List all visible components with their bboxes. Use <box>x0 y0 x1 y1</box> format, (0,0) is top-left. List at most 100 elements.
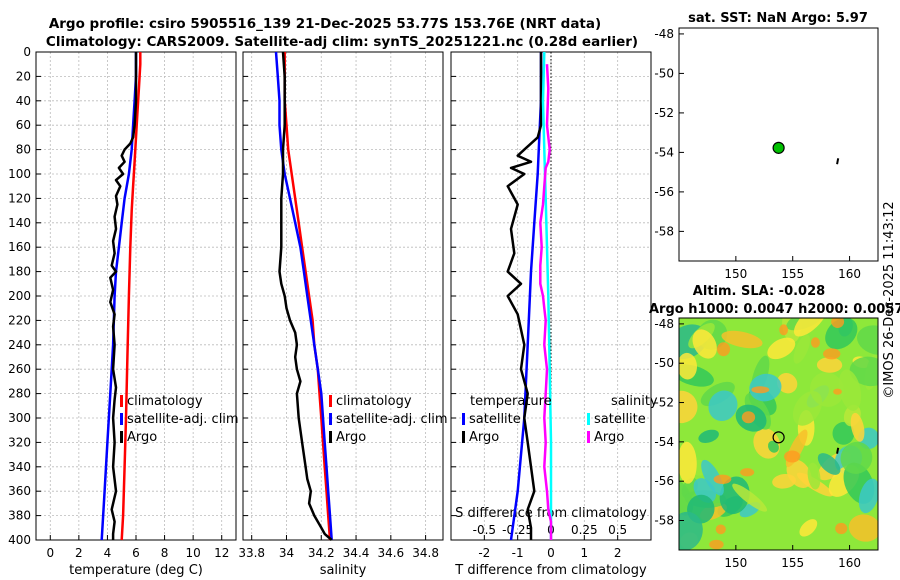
x-tick-label: 155 <box>781 556 804 570</box>
sla-blob <box>692 329 717 359</box>
sla-blob <box>732 483 768 512</box>
series-climatology <box>283 52 332 541</box>
x-tick-label: 34.2 <box>308 546 335 560</box>
sla-blob <box>849 356 878 387</box>
x-tick-label: 160 <box>838 556 861 570</box>
legend-item-label: Argo <box>127 430 157 445</box>
x-tick-label: 12 <box>214 546 229 560</box>
track-segment <box>836 158 840 165</box>
sla-blob <box>768 440 779 453</box>
x-tick-label: 160 <box>838 267 861 281</box>
y-tick-label: 80 <box>16 143 31 157</box>
axes-frame <box>678 27 879 262</box>
y-tick-label: 160 <box>8 240 31 254</box>
sla-map-panel: 150 155 160 -48 -50 -52 -54 -56 -58 Altim. SLA: -… <box>649 284 900 570</box>
sla-blob <box>817 453 841 475</box>
legend-item-label: Argo <box>594 430 624 445</box>
sla-blob <box>679 441 697 484</box>
sst-map-title: sat. SST: NaN Argo: 5.97 <box>688 11 868 26</box>
x-tick-label: 150 <box>724 267 747 281</box>
sla-blob <box>799 519 818 537</box>
y-tick-label: 40 <box>16 94 31 108</box>
y-tick-label: 300 <box>8 411 31 425</box>
y-tick-label: -50 <box>654 66 674 80</box>
series-satellite-adj-clim <box>274 51 333 541</box>
x-tick-label: 155 <box>781 267 804 281</box>
sla-blob <box>679 352 697 380</box>
sla-hotspot <box>740 468 755 477</box>
sla-blob <box>708 390 738 421</box>
sla-blob <box>840 441 873 474</box>
sla-hotspot <box>713 474 732 484</box>
y-tick-label: 240 <box>8 338 31 352</box>
x-tick-label: 8 <box>161 546 169 560</box>
sla-heatmap <box>679 318 878 550</box>
y-tick-label: 0 <box>23 45 31 59</box>
sla-blob <box>857 325 878 355</box>
sla-hotspot <box>784 450 801 463</box>
temperature-panel: 0 2 4 6 8 10 120204060801001201401601802002202… <box>8 45 239 578</box>
sla-blob <box>848 514 878 542</box>
sla-hotspot <box>709 539 724 550</box>
y-tick-label: -54 <box>654 145 674 159</box>
y-tick-label: -48 <box>654 317 674 331</box>
sla-blob <box>701 459 724 496</box>
sla-blob <box>719 476 750 515</box>
y-tick-label: 200 <box>8 289 31 303</box>
legend-item-swatch <box>120 413 123 425</box>
y-tick-label: -58 <box>654 514 674 528</box>
x-tick-label: 6 <box>132 546 140 560</box>
y-tick-label: 100 <box>8 167 31 181</box>
x-tick-label: -2 <box>478 546 490 560</box>
sla-blob <box>679 479 694 516</box>
sla-hotspot <box>715 524 726 535</box>
y-tick-label: 20 <box>16 69 31 83</box>
series-argo <box>278 51 333 541</box>
series-satellite-adj-clim <box>100 52 138 541</box>
y-tick-label: 140 <box>8 216 31 230</box>
y-tick-label: 120 <box>8 191 31 205</box>
y-tick-label: 340 <box>8 460 31 474</box>
series-argo <box>109 52 138 540</box>
legend-item-label: Argo <box>469 430 499 445</box>
sla-hotspot <box>831 318 845 328</box>
y-tick-label: -52 <box>654 396 674 410</box>
legend-title-temperature: temperature <box>470 394 552 409</box>
sla-blob <box>793 334 811 364</box>
sla-hotspot <box>833 388 842 395</box>
x-tick-label: 10 <box>186 546 201 560</box>
track-segment <box>836 447 840 454</box>
y-tick-label: -52 <box>654 106 674 120</box>
legend-item-label: satellite-adj. clim <box>127 412 239 427</box>
legend-item-swatch <box>329 413 332 425</box>
sla-hotspot <box>751 386 770 394</box>
legend-item-label: satellite <box>594 412 646 427</box>
y-tick-label: -48 <box>654 27 674 41</box>
sla-blob <box>792 390 823 426</box>
y-tick-label: 400 <box>8 533 31 547</box>
x-axis-label: salinity <box>320 563 367 578</box>
legend-title-salinity: salinity <box>611 394 658 409</box>
y-tick-label: -56 <box>654 474 674 488</box>
x-axis-label: T difference from climatology <box>454 563 647 578</box>
axes-frame <box>678 317 879 551</box>
imos-watermark: ©IMOS 26-Dec-2025 11:43:12 <box>882 201 897 398</box>
sla-blob <box>858 478 878 514</box>
s-tick-label: -0.25 <box>502 523 533 537</box>
legend-item-label: satellite <box>469 412 521 427</box>
x-tick-label: 2 <box>614 546 622 560</box>
legend-item-label: Argo <box>336 430 366 445</box>
x-tick-label: 34 <box>279 546 294 560</box>
legend-item-swatch <box>329 395 332 407</box>
sla-blob <box>679 511 703 550</box>
legend-item-swatch <box>587 413 590 425</box>
x-tick-label: 4 <box>104 546 112 560</box>
sla-blob <box>698 429 719 443</box>
sst-map-panel: 150 155 160 -48 -50 -52 -54 -56 -58 sat. SST: NaN… <box>654 11 879 281</box>
legend-item-swatch <box>462 431 465 443</box>
x-tick-label: 150 <box>724 556 747 570</box>
y-tick-label: -58 <box>654 224 674 238</box>
s-tick-label: 0.5 <box>608 523 627 537</box>
sla-blob <box>776 373 798 394</box>
